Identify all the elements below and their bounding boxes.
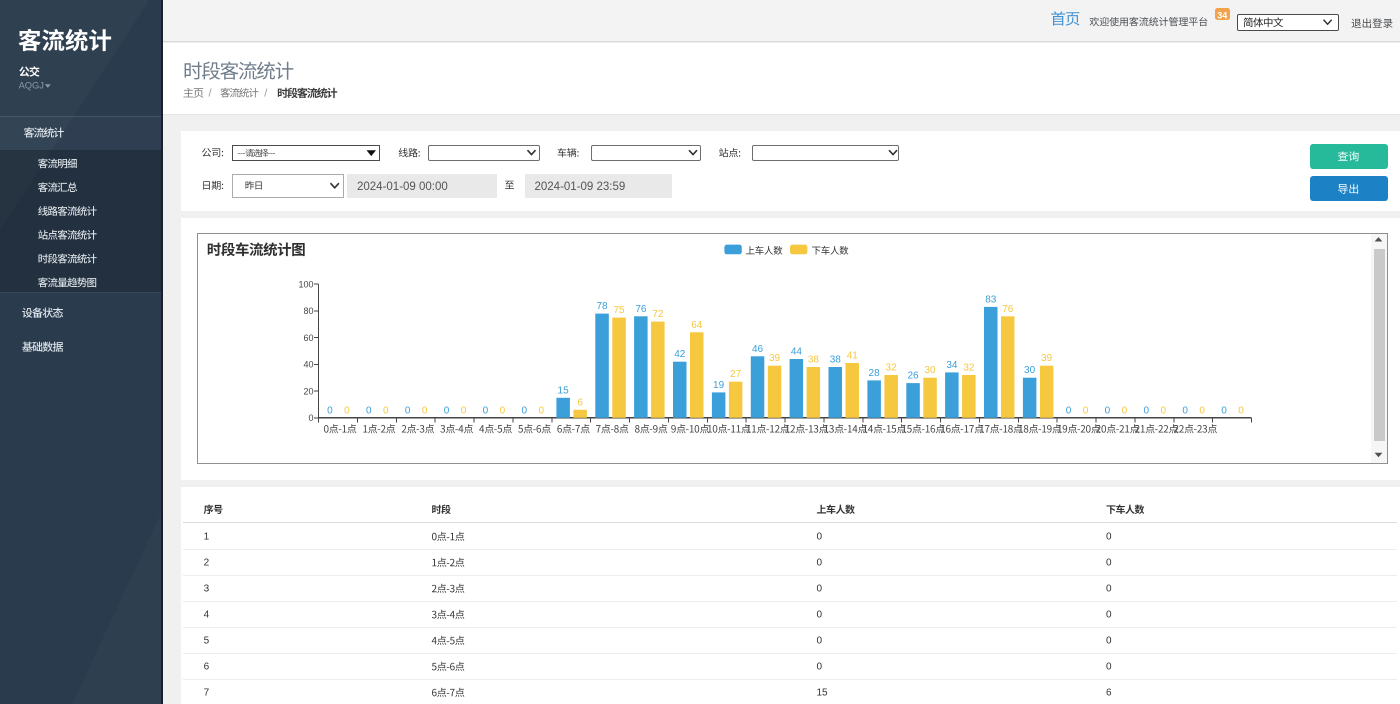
svg-text:80: 80 xyxy=(303,306,313,316)
svg-text:42: 42 xyxy=(674,349,686,360)
svg-text:2024-01-09 00:00: 2024-01-09 00:00 xyxy=(357,181,448,193)
svg-text:7: 7 xyxy=(204,688,210,699)
svg-text:AQGJ: AQGJ xyxy=(19,80,44,90)
svg-text:83: 83 xyxy=(985,294,997,305)
svg-text:0: 0 xyxy=(422,405,428,416)
svg-text:0: 0 xyxy=(1106,610,1112,621)
svg-text:0: 0 xyxy=(1106,636,1112,647)
svg-text:0: 0 xyxy=(1238,405,1244,416)
svg-text:30: 30 xyxy=(924,365,936,376)
svg-text:34: 34 xyxy=(946,360,958,371)
svg-text:0: 0 xyxy=(327,405,333,416)
svg-text:76: 76 xyxy=(1002,304,1014,315)
svg-text:27: 27 xyxy=(730,369,742,380)
svg-text:28: 28 xyxy=(869,368,881,379)
svg-text:39: 39 xyxy=(1041,353,1053,364)
svg-text:0: 0 xyxy=(1144,405,1150,416)
svg-text:0: 0 xyxy=(1199,405,1205,416)
svg-text:0: 0 xyxy=(539,405,545,416)
svg-text:0: 0 xyxy=(500,405,506,416)
svg-text:32: 32 xyxy=(963,363,975,374)
svg-text:0: 0 xyxy=(308,413,313,423)
svg-text:0: 0 xyxy=(817,532,823,543)
svg-text:76: 76 xyxy=(635,304,647,315)
svg-text:3: 3 xyxy=(204,584,210,595)
svg-text:72: 72 xyxy=(652,309,664,320)
svg-text:2024-01-09 23:59: 2024-01-09 23:59 xyxy=(535,181,626,193)
svg-text:30: 30 xyxy=(1024,365,1036,376)
svg-text:0: 0 xyxy=(405,405,411,416)
svg-text:0: 0 xyxy=(1105,405,1111,416)
svg-text:100: 100 xyxy=(298,279,313,289)
svg-text:0: 0 xyxy=(1083,405,1089,416)
svg-text:0: 0 xyxy=(817,662,823,673)
svg-text:46: 46 xyxy=(752,344,764,355)
svg-text:0: 0 xyxy=(1221,405,1227,416)
svg-text:34: 34 xyxy=(1217,11,1227,21)
svg-text:38: 38 xyxy=(808,355,820,366)
svg-text:0: 0 xyxy=(1182,405,1188,416)
svg-text:0: 0 xyxy=(1106,662,1112,673)
svg-text:2: 2 xyxy=(204,558,210,569)
svg-text:0: 0 xyxy=(1066,405,1072,416)
svg-text:/: / xyxy=(209,88,213,100)
svg-text:60: 60 xyxy=(303,333,313,343)
svg-text:0: 0 xyxy=(483,405,489,416)
svg-text:64: 64 xyxy=(691,320,703,331)
svg-text:0: 0 xyxy=(817,610,823,621)
svg-text:40: 40 xyxy=(303,360,313,370)
svg-text:0: 0 xyxy=(1161,405,1167,416)
svg-text:75: 75 xyxy=(613,305,625,316)
svg-text:15: 15 xyxy=(558,385,570,396)
svg-text:0: 0 xyxy=(817,558,823,569)
svg-text:15: 15 xyxy=(817,688,829,699)
svg-text:0: 0 xyxy=(1106,558,1112,569)
svg-text:0: 0 xyxy=(522,405,528,416)
svg-text:32: 32 xyxy=(886,363,898,374)
svg-text:6: 6 xyxy=(1106,688,1112,699)
svg-text:39: 39 xyxy=(769,353,781,364)
svg-text:78: 78 xyxy=(596,301,608,312)
svg-text:/: / xyxy=(264,88,268,100)
svg-text:5: 5 xyxy=(204,636,210,647)
svg-text:0: 0 xyxy=(344,405,350,416)
svg-text:6: 6 xyxy=(204,662,210,673)
svg-text:6: 6 xyxy=(577,397,583,408)
svg-text:0: 0 xyxy=(1122,405,1128,416)
svg-text:0: 0 xyxy=(817,636,823,647)
svg-text:0: 0 xyxy=(461,405,467,416)
svg-text:1: 1 xyxy=(204,532,210,543)
svg-text:4: 4 xyxy=(204,610,210,621)
svg-text:0: 0 xyxy=(383,405,389,416)
svg-text:0: 0 xyxy=(366,405,372,416)
svg-text:44: 44 xyxy=(791,347,803,358)
svg-text:20: 20 xyxy=(303,386,313,396)
svg-text:41: 41 xyxy=(847,351,859,362)
svg-text:38: 38 xyxy=(830,355,842,366)
svg-text:19: 19 xyxy=(713,380,725,391)
svg-text:0: 0 xyxy=(817,584,823,595)
svg-text:0: 0 xyxy=(444,405,450,416)
svg-text:0: 0 xyxy=(1106,532,1112,543)
svg-text:26: 26 xyxy=(907,371,919,382)
svg-text:0: 0 xyxy=(1106,584,1112,595)
